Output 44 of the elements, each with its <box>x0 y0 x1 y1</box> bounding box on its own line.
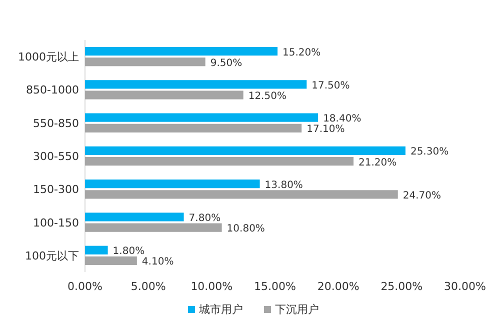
bar <box>85 212 184 222</box>
data-label: 25.30% <box>410 146 449 158</box>
x-tick-label: 0.00% <box>68 280 102 293</box>
data-label: 17.50% <box>312 80 350 92</box>
data-label: 7.80% <box>188 212 221 224</box>
bar <box>85 190 398 199</box>
data-label: 4.10% <box>142 256 174 268</box>
x-tick-label: 30.00% <box>444 280 486 293</box>
x-tick-label: 15.00% <box>254 280 296 293</box>
data-label: 21.20% <box>358 157 397 168</box>
data-label: 13.80% <box>264 180 303 191</box>
x-tick-label: 5.00% <box>130 280 166 293</box>
bar <box>85 223 222 232</box>
data-label: 10.80% <box>226 224 265 235</box>
y-tick-label: 150-300 <box>33 183 79 196</box>
y-tick-label: 100元以下 <box>25 249 79 262</box>
bar <box>85 58 206 66</box>
bar <box>85 46 278 56</box>
data-label: 18.40% <box>323 114 362 125</box>
x-tick-label: 25.00% <box>380 280 423 293</box>
bar <box>85 90 244 100</box>
bar <box>85 124 302 132</box>
legend-label: 城市用户 <box>198 303 243 316</box>
bar <box>85 113 318 122</box>
x-tick-label: 20.00% <box>317 280 360 293</box>
x-tick-label: 10.00% <box>190 280 233 293</box>
y-tick-label: 1000元以上 <box>18 50 79 64</box>
data-label: 15.20% <box>282 47 321 58</box>
y-tick-label: 550-850 <box>33 116 79 130</box>
data-label: 1.80% <box>112 246 145 258</box>
bar <box>85 180 260 188</box>
y-tick-label: 300-550 <box>33 150 79 163</box>
bar <box>85 80 307 89</box>
bar <box>85 246 108 254</box>
y-tick-label: 850-1000 <box>26 84 79 97</box>
data-label: 12.50% <box>248 91 286 102</box>
bar <box>85 256 137 266</box>
legend-label: 下沉用户 <box>275 303 319 316</box>
y-tick-label: 100-150 <box>33 216 79 230</box>
bar <box>85 157 354 166</box>
data-label: 24.70% <box>402 190 442 202</box>
data-label: 17.10% <box>306 124 345 136</box>
bar <box>85 146 406 155</box>
data-label: 9.50% <box>210 58 242 69</box>
